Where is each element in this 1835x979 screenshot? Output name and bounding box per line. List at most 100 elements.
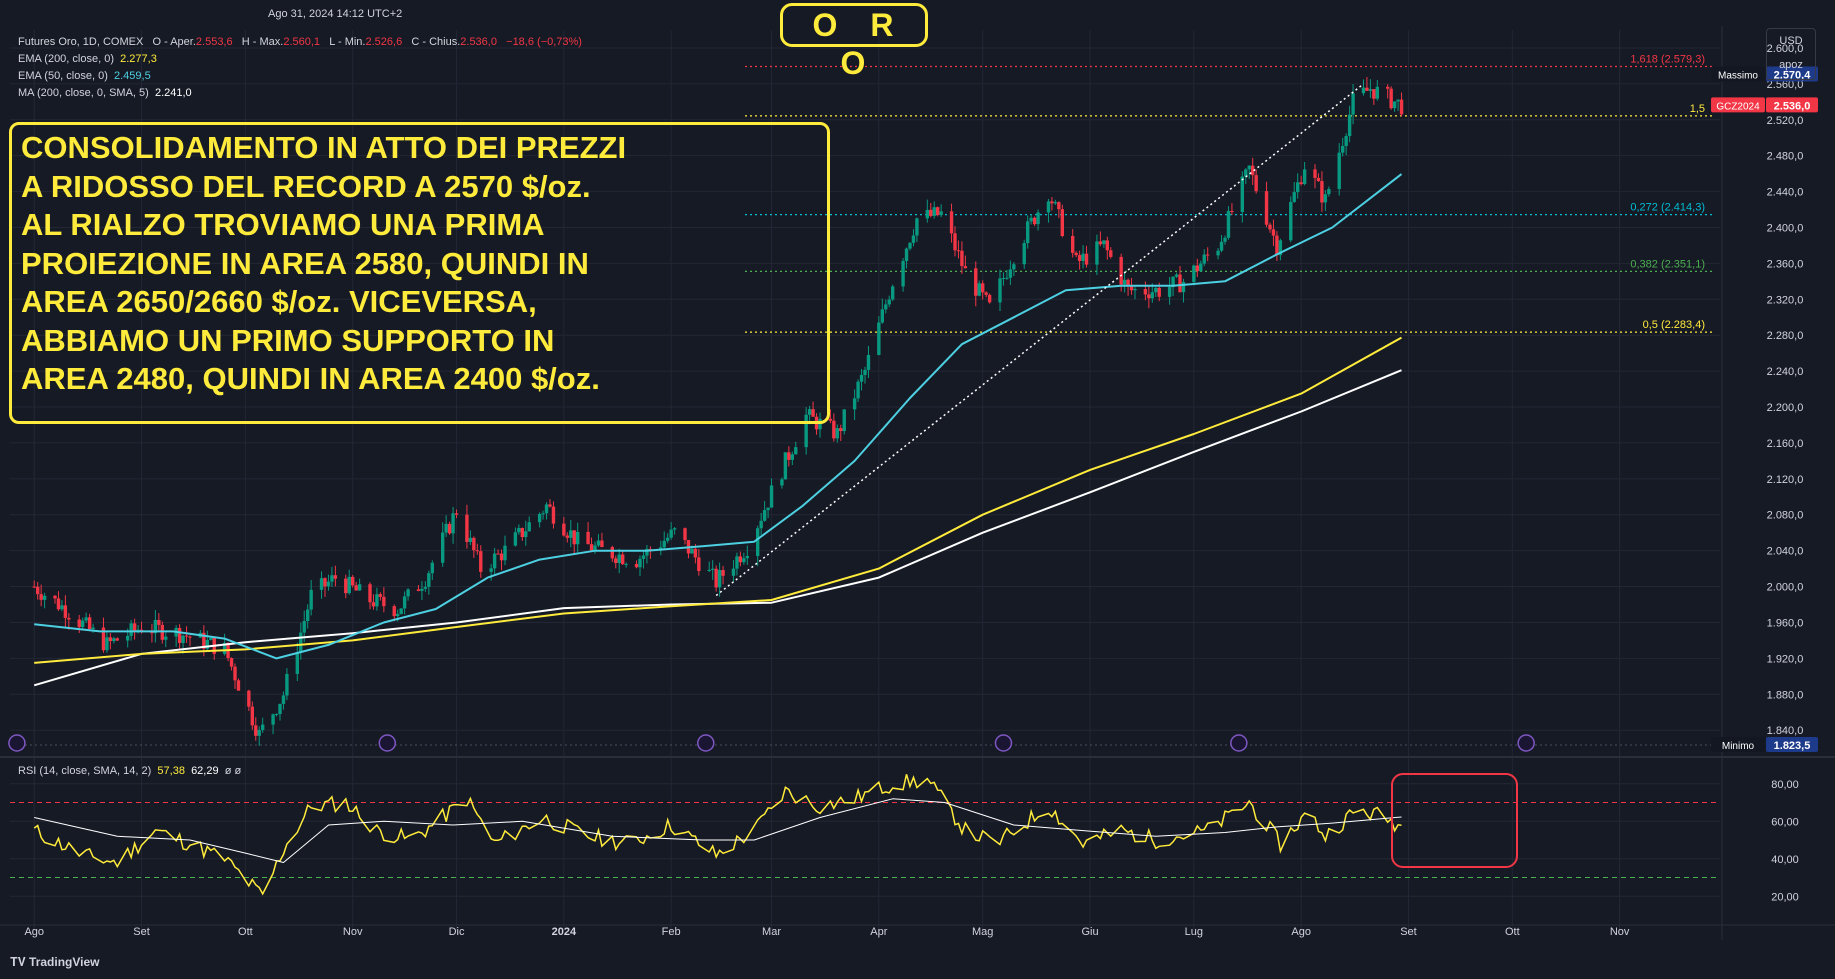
candle-body xyxy=(901,260,905,287)
ema200-row[interactable]: EMA (200, close, 0) 2.277,3 xyxy=(18,51,582,68)
candle-body xyxy=(1327,189,1331,195)
candle-body xyxy=(527,522,531,532)
candle-body xyxy=(524,531,528,538)
ema50-row[interactable]: EMA (50, close, 0) 2.459,5 xyxy=(18,68,582,85)
candle-body xyxy=(866,354,871,370)
candle-body xyxy=(357,584,362,591)
candle-body xyxy=(1081,253,1085,261)
indicator-legend: Futures Oro, 1D, COMEX O - Aper.2.553,6 … xyxy=(18,34,582,102)
candle-body xyxy=(250,706,255,726)
candle-body xyxy=(1292,192,1296,202)
candle-body xyxy=(1199,263,1203,272)
candle-body xyxy=(1147,294,1151,299)
time-tick-label: Nov xyxy=(1610,926,1630,938)
candle-body xyxy=(233,666,237,681)
time-tick-label: Ago xyxy=(24,926,44,938)
candle-body xyxy=(1057,202,1061,210)
candle-body xyxy=(617,554,621,563)
candle-body xyxy=(935,207,940,216)
candle-body xyxy=(544,504,549,514)
candle-body xyxy=(1157,287,1161,297)
candle-body xyxy=(929,209,933,216)
candle-body xyxy=(84,617,88,621)
time-tick-label: Set xyxy=(133,926,150,938)
candle-body xyxy=(395,613,400,617)
rsi-ma-line xyxy=(34,798,1402,863)
candle-body xyxy=(1012,264,1016,270)
price-tick-label: 2.560,0 xyxy=(1767,79,1804,91)
marker-label: Minimo xyxy=(1722,741,1755,752)
candle-body xyxy=(150,632,154,634)
note-line: A RIDOSSO DEL RECORD A 2570 $/oz. xyxy=(21,168,591,204)
candle-body xyxy=(67,617,71,620)
candle-body xyxy=(1098,241,1103,245)
candle-body xyxy=(1250,165,1255,176)
candle-body xyxy=(184,635,189,637)
candle-body xyxy=(205,640,210,649)
footer-brand[interactable]: 𝐓𝐕 TradingView xyxy=(10,955,100,970)
price-tick-label: 2.480,0 xyxy=(1767,151,1804,163)
candle-body xyxy=(305,609,310,622)
candle-body xyxy=(1029,217,1033,222)
candle-body xyxy=(589,544,594,551)
candle-body xyxy=(479,551,483,572)
note-line: AREA 2650/2660 $/oz. VICEVERSA, xyxy=(21,284,537,319)
candle-body xyxy=(1385,86,1390,89)
candle-body xyxy=(1022,243,1026,265)
candle-body xyxy=(1323,194,1328,203)
candle-body xyxy=(1126,279,1130,287)
candle-body xyxy=(105,637,109,651)
candle-body xyxy=(1375,86,1380,99)
candle-body xyxy=(707,569,711,572)
time-tick-label: Apr xyxy=(870,926,887,938)
time-tick-label: Lug xyxy=(1185,926,1203,938)
candle-body xyxy=(1320,181,1324,203)
marker-value-bg xyxy=(1766,97,1818,113)
candle-body xyxy=(1230,210,1234,213)
fib-level-label: 0,382 (2.351,1) xyxy=(1630,258,1705,270)
candle-body xyxy=(209,637,213,641)
ma200-row[interactable]: MA (200, close, 0, SMA, 5) 2.241,0 xyxy=(18,85,582,102)
candle-body xyxy=(503,545,507,561)
rsi-value: 57,38 xyxy=(157,765,185,777)
candle-body xyxy=(1347,114,1352,137)
candle-body xyxy=(517,528,521,533)
candle-body xyxy=(115,638,120,641)
candle-body xyxy=(1077,255,1082,261)
candle-body xyxy=(281,695,286,704)
candle-body xyxy=(375,594,379,607)
open-value: 2.553,6 xyxy=(195,36,233,48)
currency-scale-button[interactable]: USD apoz xyxy=(1766,28,1816,80)
candle-body xyxy=(136,629,140,631)
price-tick-label: 2.240,0 xyxy=(1767,366,1804,378)
candle-body xyxy=(1275,235,1279,256)
candle-body xyxy=(427,573,431,587)
candle-body xyxy=(406,589,410,597)
event-marker-icon xyxy=(378,734,397,752)
candle-body xyxy=(326,581,331,587)
candle-body xyxy=(420,588,424,591)
candle-body xyxy=(787,452,791,460)
marker-value-bg xyxy=(1766,66,1818,82)
candle-body xyxy=(953,233,957,251)
candle-body xyxy=(1167,287,1172,297)
candle-body xyxy=(766,507,770,511)
candle-body xyxy=(672,528,677,530)
candle-body xyxy=(832,420,836,439)
candle-body xyxy=(783,452,788,480)
candle-body xyxy=(537,513,542,523)
candle-body xyxy=(112,638,116,642)
rsi-tick-label: 80,00 xyxy=(1771,779,1799,791)
candle-body xyxy=(499,553,504,561)
candle-body xyxy=(1205,254,1210,256)
candle-body xyxy=(693,548,698,558)
candle-body xyxy=(520,528,525,538)
open-label: O - Aper. xyxy=(152,36,196,48)
price-tick-label: 2.280,0 xyxy=(1767,330,1804,342)
candle-body xyxy=(593,545,597,551)
candle-body xyxy=(665,537,670,541)
candle-body xyxy=(949,211,954,234)
marker-value: 2.570,4 xyxy=(1774,70,1812,82)
marker-label: GCZ2024 xyxy=(1716,101,1760,112)
